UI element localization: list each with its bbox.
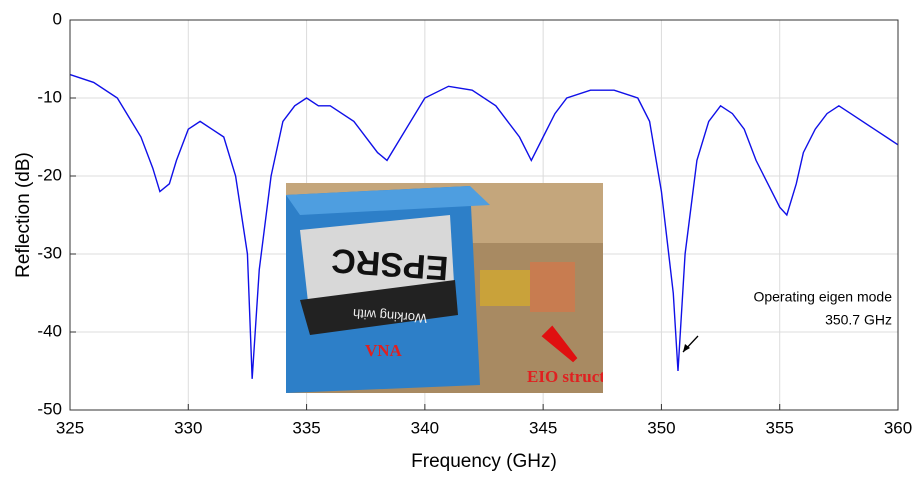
y-tick-label: -50: [37, 399, 62, 418]
y-tick-label: -10: [37, 87, 62, 106]
annotation: 350.7 GHz: [825, 312, 892, 328]
x-tick-label: 335: [292, 418, 320, 437]
inset-photo: VNA EIO structure EPSRC Working with: [286, 183, 630, 393]
x-tick-label: 325: [56, 418, 84, 437]
x-tick-label: 355: [766, 418, 794, 437]
annotation-arrow: [683, 344, 690, 352]
y-axis-label: Reflection (dB): [13, 152, 34, 278]
inset-label: Working with: [352, 306, 427, 326]
inset-label: EPSRC: [330, 241, 450, 287]
x-tick-label: 330: [174, 418, 202, 437]
y-tick-label: -30: [37, 243, 62, 262]
y-tick-label: -20: [37, 165, 62, 184]
x-tick-label: 345: [529, 418, 557, 437]
inset-label: EIO structure: [527, 367, 630, 386]
x-axis-label: Frequency (GHz): [411, 451, 557, 472]
annotation: Operating eigen mode: [753, 289, 892, 305]
x-tick-label: 360: [884, 418, 912, 437]
x-tick-label: 350: [647, 418, 675, 437]
x-tick-label: 340: [411, 418, 439, 437]
y-tick-label: -40: [37, 321, 62, 340]
y-tick-label: 0: [53, 9, 62, 28]
inset-label: VNA: [365, 341, 403, 360]
plot-frame: [69, 19, 899, 411]
data-line: [69, 73, 899, 379]
